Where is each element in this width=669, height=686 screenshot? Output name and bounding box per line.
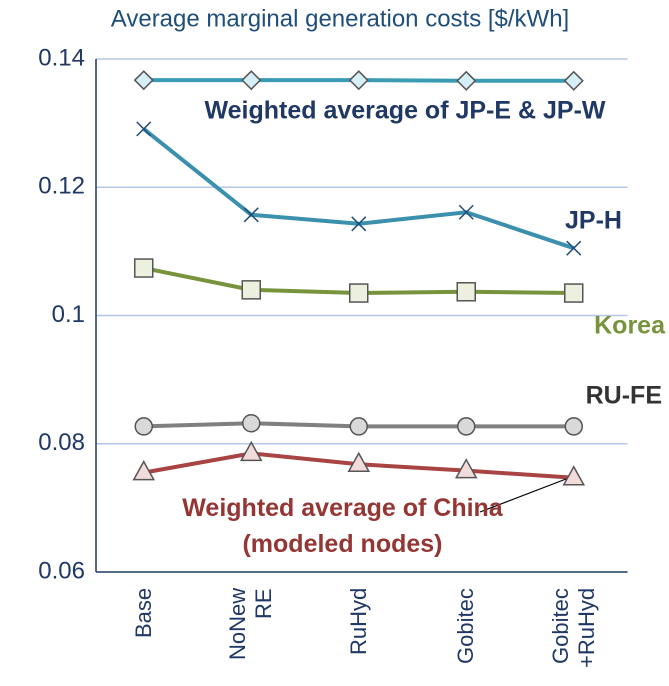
chart-title: Average marginal generation costs [$/kWh… (111, 5, 569, 32)
marker (564, 283, 584, 303)
y-tick-label: 0.08 (38, 429, 85, 456)
series-label: JP-H (565, 207, 622, 235)
marker (563, 70, 584, 91)
marker (454, 458, 478, 479)
marker (349, 283, 369, 303)
marker (564, 417, 583, 436)
x-tick-label: RuHyd (345, 588, 371, 656)
series-label: Korea (594, 312, 666, 340)
marker (133, 70, 154, 91)
marker (348, 70, 369, 91)
y-tick-label: 0.1 (52, 301, 85, 328)
marker (242, 413, 261, 433)
marker (349, 417, 368, 436)
x-tick-label: Gobitec (453, 588, 479, 664)
marker (457, 417, 476, 436)
marker (132, 460, 156, 481)
series-label: Weighted average of JP-E & JP-W (204, 97, 605, 125)
marker (566, 240, 582, 256)
series-label: Weighted average of China (modeled nodes… (182, 494, 503, 558)
leader-line (479, 478, 567, 513)
marker (243, 207, 259, 223)
y-tick-label: 0.06 (38, 557, 85, 584)
y-tick-label: 0.14 (38, 44, 85, 71)
marker (136, 121, 152, 137)
marker (134, 258, 154, 278)
marker (562, 465, 586, 486)
marker (347, 451, 371, 473)
marker (351, 216, 367, 232)
marker (458, 204, 474, 220)
x-tick-label: Gobitec +RuHyd (547, 588, 599, 669)
x-tick-label: NoNew RE (225, 588, 277, 661)
marker (456, 70, 477, 91)
marker (241, 70, 262, 91)
x-tick-label: Base (130, 588, 156, 639)
marker (134, 417, 153, 436)
marker (456, 282, 476, 302)
y-tick-label: 0.12 (38, 173, 85, 200)
marker (241, 280, 261, 300)
series-line (142, 127, 575, 251)
marker (239, 440, 263, 462)
series-label: RU-FE (586, 382, 662, 410)
